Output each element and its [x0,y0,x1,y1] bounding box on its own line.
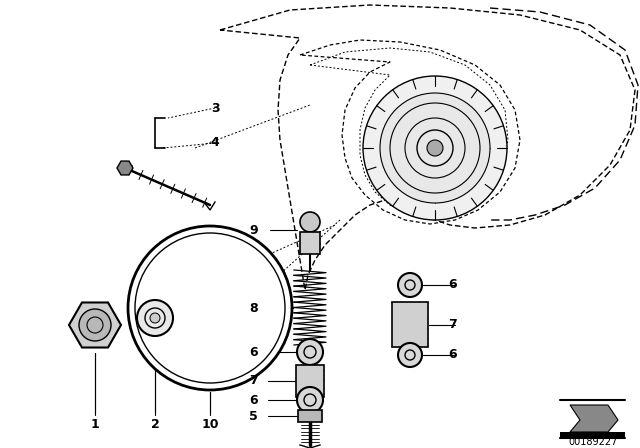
Bar [560,432,625,438]
Text: 6: 6 [448,349,456,362]
Circle shape [398,273,422,297]
Text: 6: 6 [448,279,456,292]
Circle shape [137,300,173,336]
Circle shape [128,226,292,390]
Circle shape [398,343,422,367]
Text: 6: 6 [250,393,258,406]
Bar [298,410,322,422]
Bar [300,232,320,254]
Polygon shape [69,302,121,348]
Circle shape [297,387,323,413]
Polygon shape [117,161,133,175]
Text: 00189227: 00189227 [568,437,618,447]
Text: 8: 8 [250,302,258,314]
Circle shape [427,140,443,156]
Text: 6: 6 [250,345,258,358]
Text: 9: 9 [250,224,258,237]
Bar [392,302,428,347]
Circle shape [300,212,320,232]
Polygon shape [570,405,618,432]
Text: 7: 7 [448,319,457,332]
Circle shape [79,309,111,341]
Circle shape [363,76,507,220]
Text: 1: 1 [91,418,99,431]
Circle shape [380,93,490,203]
Text: 10: 10 [201,418,219,431]
Bar [296,365,324,397]
Text: 4: 4 [211,137,220,150]
Text: 3: 3 [211,102,220,115]
Circle shape [297,339,323,365]
Circle shape [150,313,160,323]
Text: 2: 2 [150,418,159,431]
Text: 5: 5 [249,409,258,422]
Text: 7: 7 [249,375,258,388]
